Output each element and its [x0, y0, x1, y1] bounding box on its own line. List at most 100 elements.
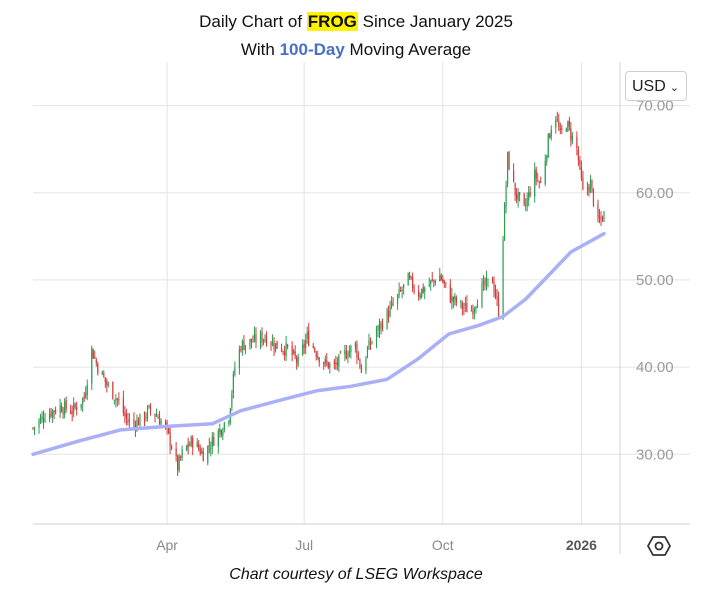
candle-body: [302, 345, 304, 355]
candle-body: [187, 443, 189, 448]
candle-body: [529, 192, 531, 196]
moving-average-line: [31, 231, 606, 457]
candle-body: [223, 422, 225, 430]
candle-body: [136, 419, 138, 431]
candle-body: [262, 339, 265, 342]
candle-body: [210, 448, 212, 450]
candle-body: [228, 420, 230, 425]
candle-body: [561, 128, 563, 131]
candle-body: [434, 280, 436, 284]
candle-body: [335, 363, 337, 365]
candle-body: [350, 345, 352, 353]
candle-body: [359, 359, 361, 368]
candle-body: [252, 341, 254, 343]
candle-body: [314, 348, 316, 352]
candle-body: [51, 410, 54, 417]
candle-body: [213, 437, 215, 446]
candle-body: [71, 412, 73, 414]
candle-body: [472, 310, 474, 315]
candle-body: [558, 121, 560, 128]
candle-body: [76, 407, 78, 410]
candle-body: [157, 416, 159, 419]
candle-body: [202, 451, 204, 462]
currency-selector[interactable]: USD ⌄: [625, 71, 687, 101]
candle-body: [171, 446, 173, 449]
candle-body: [282, 351, 284, 353]
x-tick-label: Oct: [432, 537, 454, 553]
candle-body: [409, 275, 411, 278]
candle-body: [357, 357, 360, 359]
title-prefix: Daily Chart of: [199, 12, 307, 31]
candle-body: [297, 356, 299, 365]
candle-body: [559, 128, 561, 130]
candle-body: [525, 205, 527, 207]
candle-body: [326, 360, 328, 363]
candle-body: [164, 421, 167, 425]
candle-body: [502, 240, 504, 316]
candle-body: [238, 349, 241, 368]
candle-body: [503, 204, 506, 241]
candle-body: [375, 332, 378, 343]
candle-body: [443, 280, 445, 283]
candle-body: [270, 342, 272, 346]
candle-body: [333, 361, 335, 365]
candle-body: [154, 413, 156, 417]
candle-body: [158, 417, 161, 425]
candle-body: [419, 295, 421, 298]
candle-body: [526, 198, 528, 207]
candle-body: [506, 152, 509, 184]
title-suffix: Since January 2025: [357, 12, 513, 31]
candle-body: [274, 343, 277, 352]
candle-body: [476, 304, 479, 308]
candle-body: [371, 341, 373, 344]
y-tick-label: 40.00: [636, 359, 674, 376]
candle-body: [401, 290, 403, 292]
x-tick-label: 2026: [566, 537, 597, 553]
candle-body: [589, 180, 592, 194]
candle-body: [494, 290, 497, 298]
candle-body: [517, 192, 519, 201]
candle-body: [303, 344, 305, 348]
y-axis: 30.00 40.00 50.00 60.00 70.00: [636, 98, 674, 464]
candle-body: [181, 449, 183, 457]
candle-body: [134, 424, 137, 430]
candle-body: [186, 445, 188, 451]
candle-body: [567, 121, 569, 131]
candle-body: [253, 333, 256, 341]
candle-body: [473, 308, 476, 313]
candle-body: [449, 284, 451, 303]
candle-body: [400, 290, 402, 292]
candle-body: [440, 275, 442, 280]
candle-body: [514, 182, 516, 196]
candle-body: [601, 217, 604, 222]
candle-body: [39, 417, 42, 423]
candle-body: [62, 412, 64, 414]
candle-body: [497, 297, 500, 317]
candle-body: [255, 334, 257, 343]
candle-body: [234, 367, 236, 375]
candle-body: [167, 427, 170, 433]
candle-body: [485, 278, 488, 286]
candle-body: [293, 350, 295, 354]
candle-body: [505, 185, 507, 207]
candle-body: [241, 340, 244, 350]
candle-body: [244, 345, 247, 351]
candle-body: [145, 416, 147, 419]
y-tick-label: 70.00: [636, 98, 674, 115]
candle-body: [196, 442, 198, 447]
candle-body: [556, 119, 558, 121]
hexagon-settings-icon[interactable]: [647, 534, 671, 558]
candle-body: [178, 456, 180, 470]
chart-title-line2: With 100-Day Moving Average: [0, 39, 712, 61]
subtitle-suffix: Moving Average: [344, 40, 472, 59]
ma-label: 100-Day: [279, 40, 345, 59]
y-tick-label: 30.00: [636, 446, 674, 463]
candle-body: [306, 331, 308, 340]
candle-body: [428, 284, 430, 287]
candle-body: [550, 129, 552, 137]
candle-body: [146, 407, 149, 419]
candle-body: [97, 363, 99, 374]
candle-body: [508, 151, 510, 170]
candle-body: [496, 296, 498, 299]
candle-body: [116, 398, 118, 400]
